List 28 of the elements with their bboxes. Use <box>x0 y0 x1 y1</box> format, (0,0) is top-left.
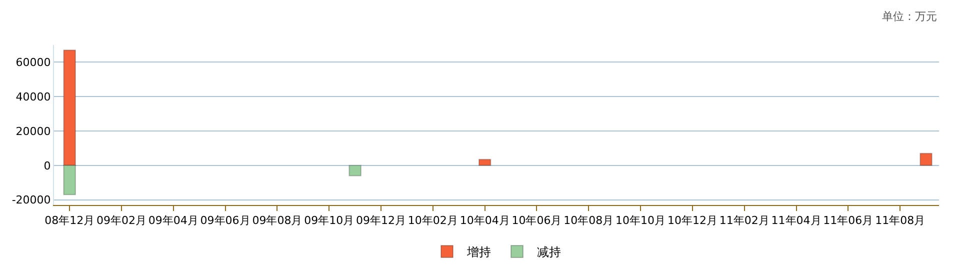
legend-label: 增持 <box>466 245 491 260</box>
x-tick-label: 10年08月 <box>564 214 614 228</box>
y-tick-label: 20000 <box>16 124 51 138</box>
x-tick-label: 10年06月 <box>512 214 562 228</box>
bar <box>478 158 492 166</box>
x-tick-label: 09年10月 <box>304 214 354 228</box>
x-tick-label: 11年02月 <box>719 214 770 228</box>
bar <box>920 152 932 166</box>
x-tick-label: 09年08月 <box>252 214 302 228</box>
x-tick-label: 10年02月 <box>408 214 458 228</box>
x-tick-label: 09年04月 <box>148 214 198 228</box>
x-tick-label: 09年12月 <box>356 214 406 228</box>
legend-label: 减持 <box>537 245 561 260</box>
y-tick-label: 40000 <box>16 90 51 104</box>
x-tick-label: 09年06月 <box>200 214 250 228</box>
x-tick-label: 10年10月 <box>616 214 666 228</box>
text: 单位：万元 <box>882 10 937 23</box>
y-tick-label: -20000 <box>12 194 51 207</box>
x-tick-label: 10年12月 <box>667 214 718 228</box>
x-tick-label: 09年02月 <box>96 214 146 228</box>
x-tick-label: 11年06月 <box>823 214 874 228</box>
x-tick-label: 10年04月 <box>460 214 510 228</box>
x-tick-label: 11年08月 <box>875 214 926 228</box>
bar <box>348 164 362 176</box>
y-tick-label: 0 <box>44 159 51 172</box>
y-tick-label: 60000 <box>16 56 51 70</box>
x-tick-label: 11年04月 <box>771 214 822 228</box>
x-tick-label: 08年12月 <box>44 214 95 228</box>
